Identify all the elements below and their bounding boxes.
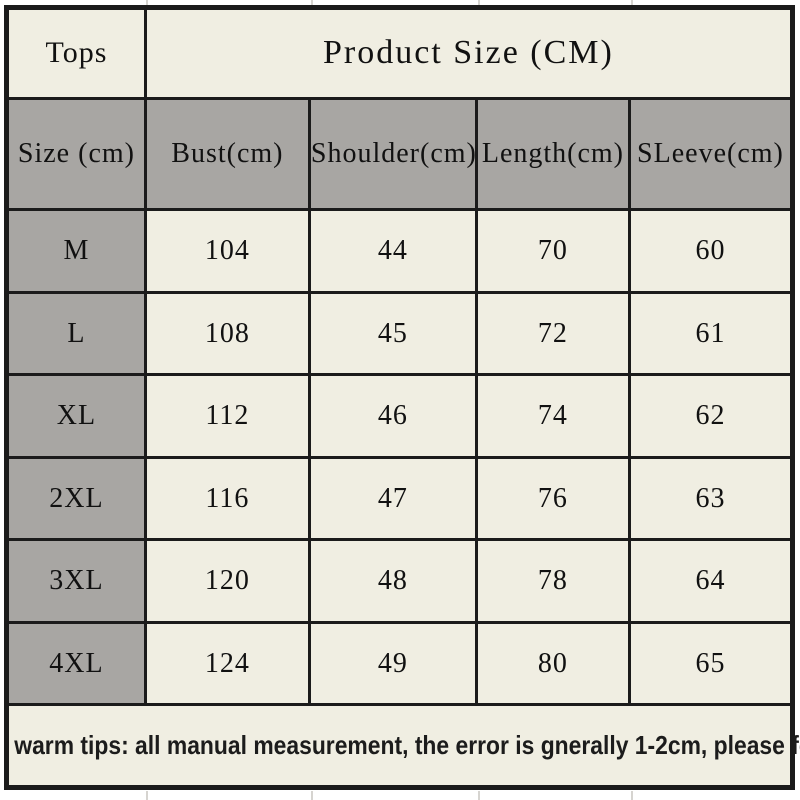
length-value: 78	[474, 538, 631, 624]
bust-value: 112	[143, 373, 311, 459]
edge-tick	[146, 791, 148, 800]
shoulder-value: 46	[307, 373, 478, 459]
column-header-size: Size (cm)	[5, 96, 147, 212]
warm-tips-text: warm tips: all manual measurement, the e…	[14, 730, 800, 761]
edge-tick	[631, 0, 633, 5]
bust-value: 120	[143, 538, 311, 624]
edge-tick	[146, 0, 148, 5]
shoulder-value: 44	[307, 208, 478, 294]
table-row: L 108 45 72 61	[5, 290, 795, 377]
sleeve-value: 60	[627, 208, 795, 294]
size-label: 2XL	[5, 455, 147, 542]
corner-label: Tops	[5, 6, 147, 100]
edge-tick	[311, 791, 313, 800]
shoulder-value: 48	[307, 538, 478, 624]
length-value: 74	[474, 373, 631, 459]
size-label: M	[5, 208, 147, 294]
footer-row: warm tips: all manual measurement, the e…	[5, 703, 800, 789]
shoulder-value: 45	[307, 290, 478, 377]
title-row: Tops Product Size (CM)	[5, 6, 795, 100]
column-header-bust: Bust(cm)	[143, 96, 311, 212]
table-row: 2XL 116 47 76 63	[5, 455, 795, 542]
column-header-sleeve: SLeeve(cm)	[627, 96, 795, 212]
sleeve-value: 63	[627, 455, 795, 542]
length-value: 72	[474, 290, 631, 377]
length-value: 70	[474, 208, 631, 294]
edge-tick	[478, 0, 480, 5]
bust-value: 124	[143, 620, 311, 707]
size-label: L	[5, 290, 147, 377]
table-row: XL 112 46 74 62	[5, 373, 795, 459]
edge-tick	[478, 791, 480, 800]
table-row: M 104 44 70 60	[5, 208, 795, 294]
sleeve-value: 62	[627, 373, 795, 459]
shoulder-value: 47	[307, 455, 478, 542]
bust-value: 108	[143, 290, 311, 377]
table-row: 3XL 120 48 78 64	[5, 538, 795, 624]
length-value: 80	[474, 620, 631, 707]
shoulder-value: 49	[307, 620, 478, 707]
sleeve-value: 64	[627, 538, 795, 624]
sleeve-value: 65	[627, 620, 795, 707]
bust-value: 116	[143, 455, 311, 542]
size-label: 4XL	[5, 620, 147, 707]
bust-value: 104	[143, 208, 311, 294]
table-title: Product Size (CM)	[143, 6, 795, 100]
column-header-length: Length(cm)	[474, 96, 631, 212]
size-label: XL	[5, 373, 147, 459]
column-header-shoulder: Shoulder(cm)	[307, 96, 478, 212]
length-value: 76	[474, 455, 631, 542]
size-label: 3XL	[5, 538, 147, 624]
column-header-row: Size (cm) Bust(cm) Shoulder(cm) Length(c…	[5, 96, 795, 212]
sleeve-value: 61	[627, 290, 795, 377]
size-chart-table: Tops Product Size (CM) Size (cm) Bust(cm…	[4, 5, 800, 790]
edge-tick	[311, 0, 313, 5]
edge-tick	[631, 791, 633, 800]
table-row: 4XL 124 49 80 65	[5, 620, 795, 707]
warm-tips-note: warm tips: all manual measurement, the e…	[5, 703, 800, 789]
